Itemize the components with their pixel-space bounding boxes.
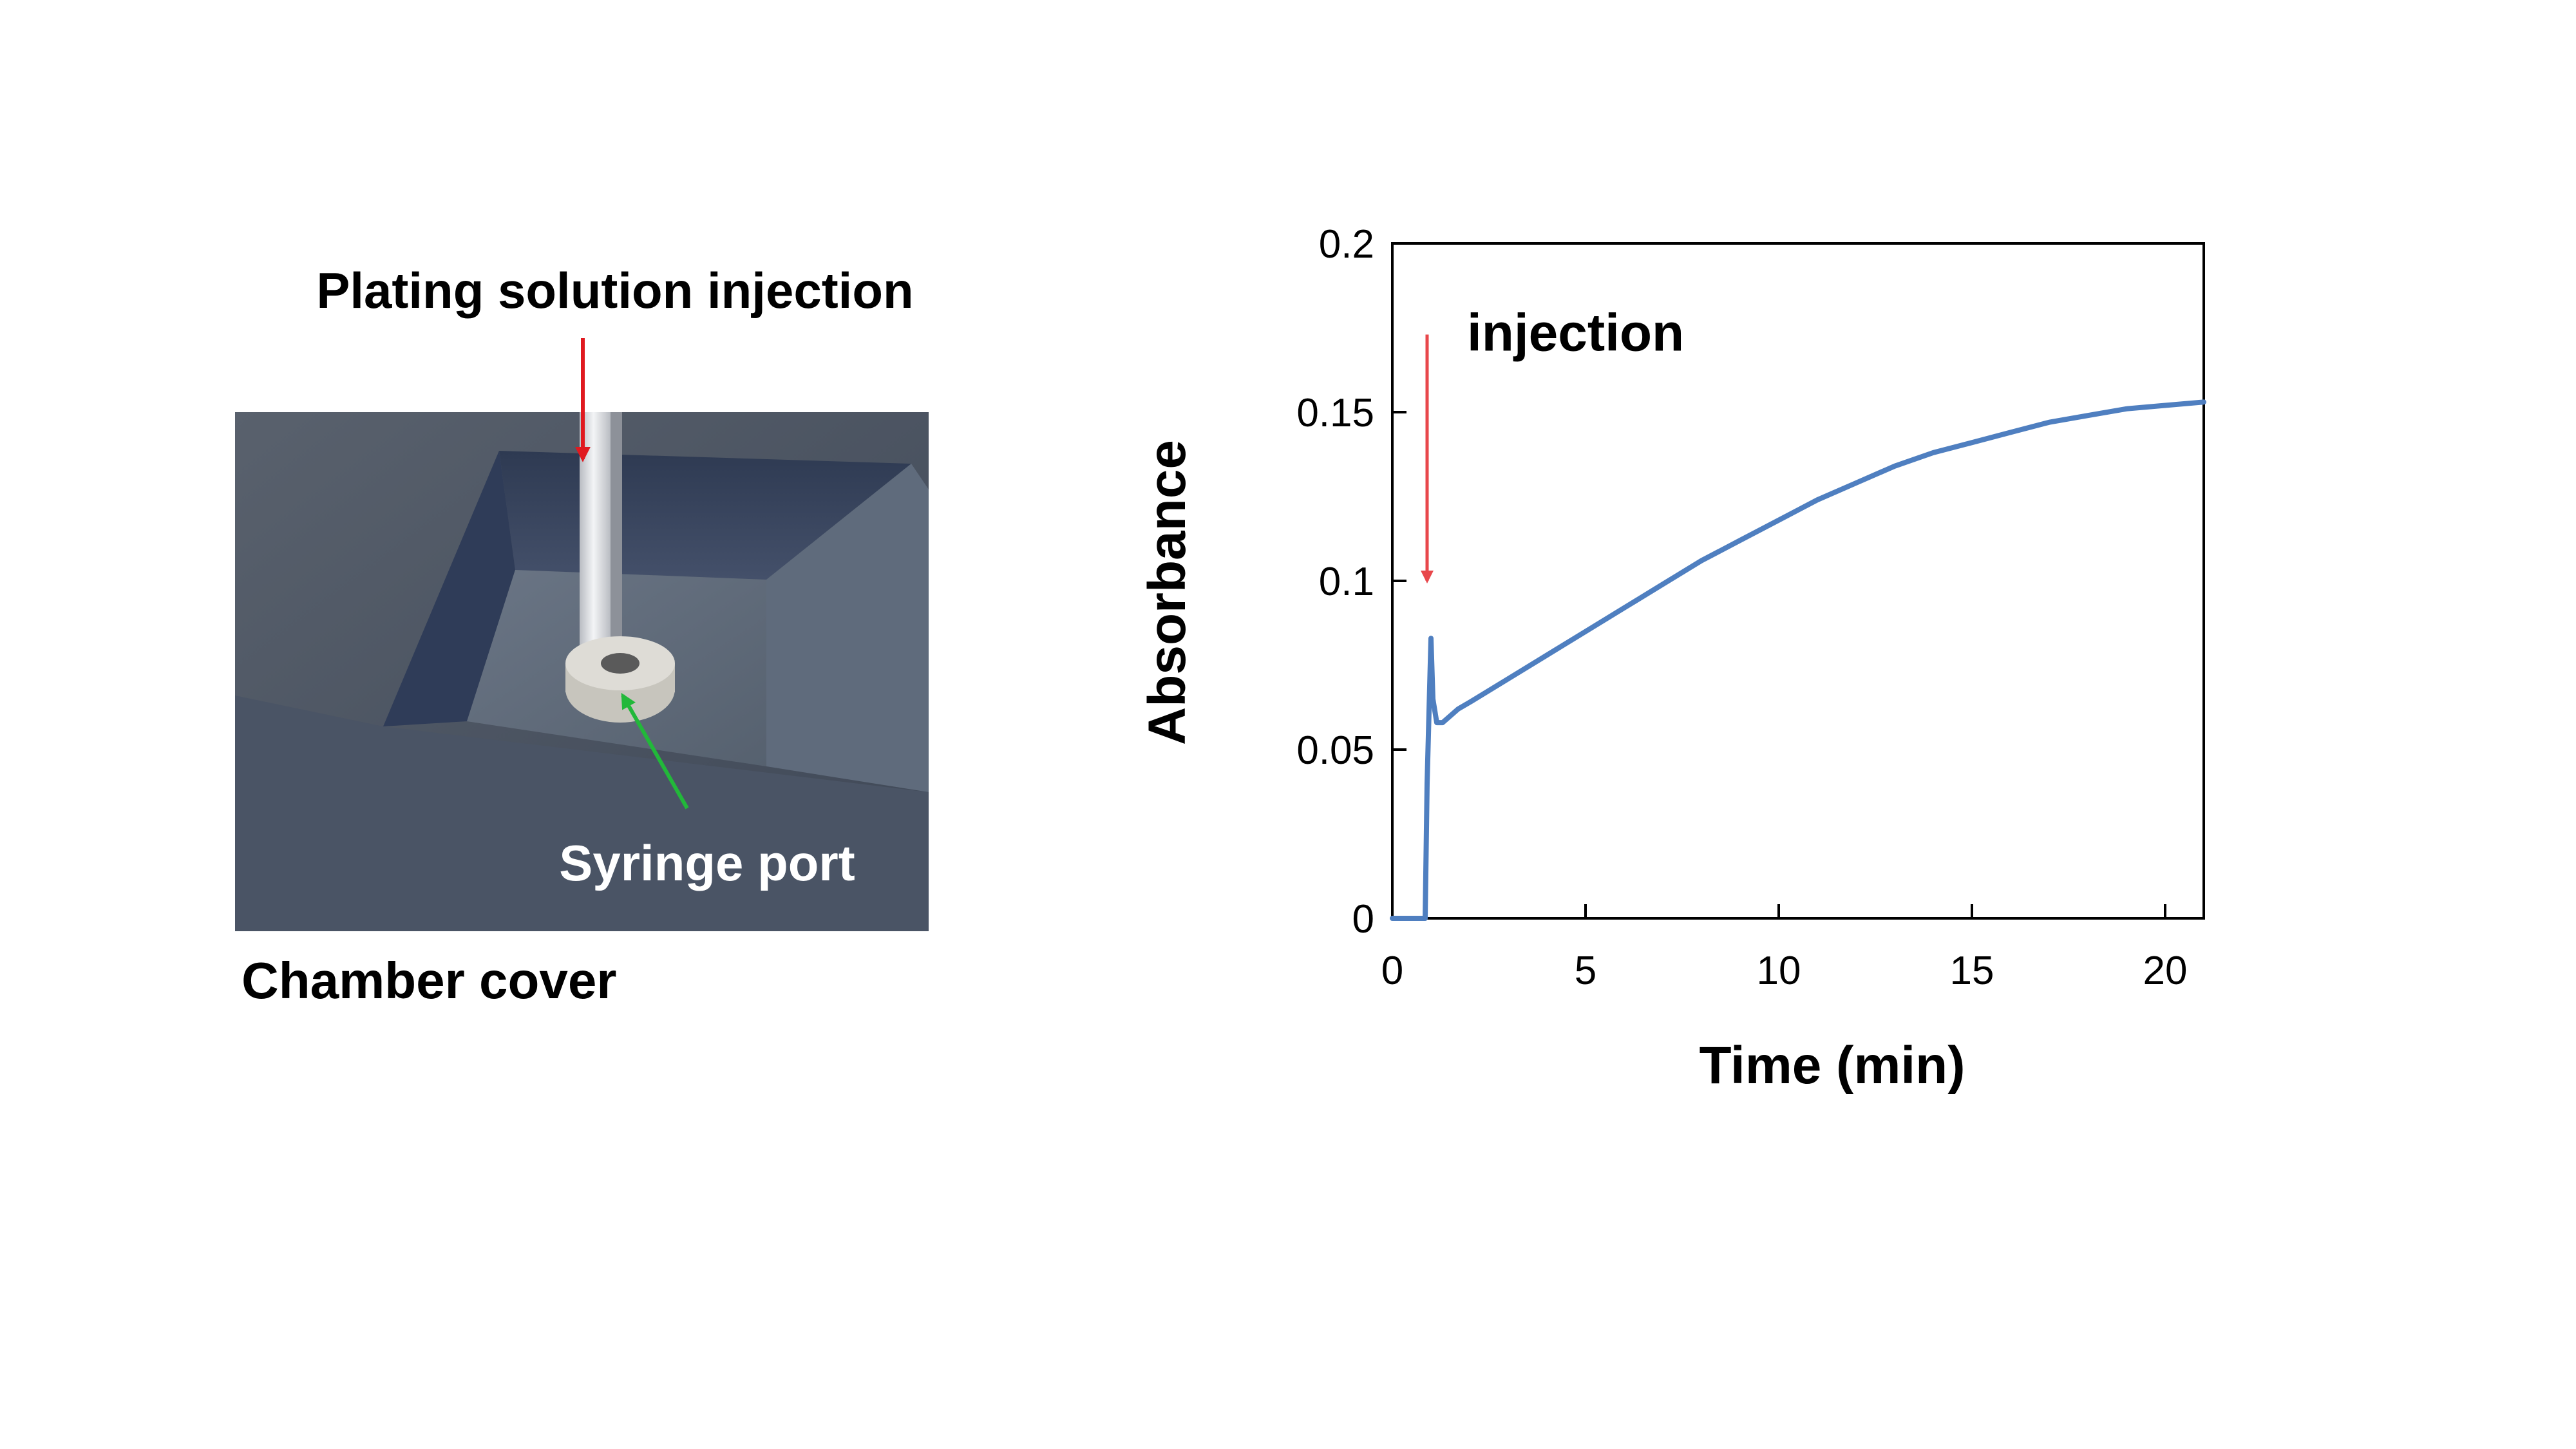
data-point bbox=[1893, 464, 1897, 468]
data-point bbox=[1970, 440, 1974, 445]
data-point bbox=[1545, 653, 1549, 658]
photo-panel: Plating solution injection Syringe port … bbox=[235, 262, 929, 1009]
data-point bbox=[1429, 636, 1433, 641]
data-point bbox=[2047, 420, 2051, 424]
injection-label: Plating solution injection bbox=[316, 262, 913, 319]
syringe-needle-shaft bbox=[611, 412, 622, 657]
x-tick-label: 0 bbox=[1381, 949, 1403, 993]
x-axis-label: Time (min) bbox=[1699, 1036, 1965, 1095]
data-point bbox=[1456, 707, 1460, 712]
data-point bbox=[1931, 450, 1935, 455]
y-tick-label: 0.1 bbox=[1319, 560, 1374, 604]
data-point bbox=[1435, 721, 1439, 725]
port-hole bbox=[601, 653, 639, 674]
data-point bbox=[1506, 677, 1510, 681]
opening-left-wall bbox=[383, 451, 515, 726]
data-point bbox=[2163, 403, 2167, 408]
data-point bbox=[1423, 916, 1427, 920]
absorbance-chart: 0 0.05 0.1 0.15 0.2 0 5 10 15 20 injection Time … bbox=[1138, 222, 2206, 1095]
data-point bbox=[1431, 697, 1435, 701]
data-point bbox=[1448, 714, 1452, 718]
data-point bbox=[1622, 605, 1626, 610]
data-point bbox=[2202, 400, 2206, 404]
port-arrow bbox=[621, 692, 689, 810]
data-point bbox=[1468, 700, 1472, 705]
x-axis-ticks: 0 5 10 15 20 bbox=[1381, 904, 2188, 993]
cover-front-edge bbox=[235, 696, 929, 931]
data-point bbox=[1410, 916, 1414, 920]
data-point bbox=[1700, 558, 1703, 563]
y-tick-label: 0.2 bbox=[1319, 222, 1374, 267]
x-tick-label: 15 bbox=[1950, 949, 1994, 993]
data-point bbox=[1584, 629, 1587, 634]
y-axis-label: Absorbance bbox=[1138, 440, 1197, 745]
absorbance-series-points bbox=[1390, 400, 2206, 920]
data-point bbox=[1390, 916, 1394, 920]
data-point bbox=[2086, 413, 2090, 418]
y-tick-label: 0 bbox=[1352, 897, 1374, 942]
y-tick-label: 0.05 bbox=[1296, 728, 1374, 773]
x-tick-label: 10 bbox=[1757, 949, 1801, 993]
absorbance-series-line bbox=[1390, 399, 2206, 921]
y-axis-ticks: 0 0.05 0.1 0.15 0.2 bbox=[1296, 222, 1406, 942]
data-point bbox=[1441, 721, 1444, 725]
chamber-cover-photo bbox=[235, 412, 929, 931]
x-tick-label: 20 bbox=[2143, 949, 2188, 993]
y-tick-label: 0.15 bbox=[1296, 391, 1374, 435]
data-point bbox=[2009, 430, 2012, 435]
data-point bbox=[1777, 518, 1781, 522]
data-point bbox=[1854, 481, 1858, 485]
chamber-cover-caption: Chamber cover bbox=[242, 952, 616, 1009]
data-point bbox=[1661, 582, 1665, 587]
opening-right-wall bbox=[766, 464, 929, 792]
syringe-port-label: Syringe port bbox=[559, 835, 855, 891]
data-point bbox=[2125, 406, 2128, 411]
data-point bbox=[1815, 498, 1819, 502]
x-tick-label: 5 bbox=[1575, 949, 1596, 993]
data-point bbox=[1425, 781, 1429, 786]
data-point bbox=[1738, 538, 1742, 543]
injection-annotation: injection bbox=[1467, 303, 1684, 362]
